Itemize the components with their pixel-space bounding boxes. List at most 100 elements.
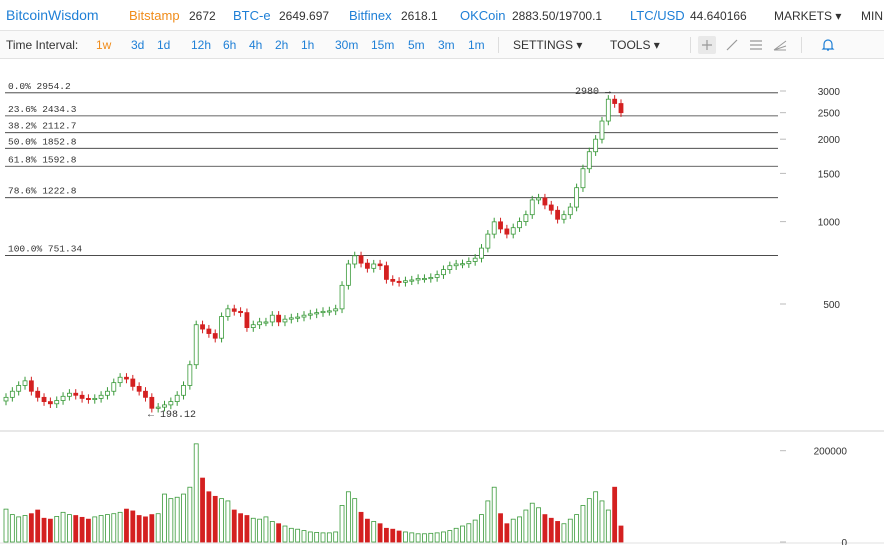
interval-3m[interactable]: 3m (438, 38, 455, 52)
price-tick-label: 3000 (818, 87, 841, 98)
ticker-price-bitfinex: 2618.1 (401, 9, 438, 23)
volume-bar (130, 510, 136, 543)
candle-body (567, 206, 573, 216)
volume-bar (548, 517, 554, 543)
volume-bar (41, 517, 47, 543)
candle-body (371, 263, 377, 269)
volume-bar (244, 515, 250, 543)
candle-body (9, 390, 15, 398)
volume-bar (92, 516, 98, 543)
interval-1d[interactable]: 1d (157, 38, 171, 52)
candle-body (282, 318, 288, 323)
ticker-exchange-bitstamp[interactable]: Bitstamp (129, 8, 180, 23)
volume-bar (561, 523, 567, 543)
fib-label: 100.0% 751.34 (8, 244, 82, 255)
candle-body (149, 396, 155, 409)
candle-body (193, 324, 199, 366)
interval-4h[interactable]: 4h (249, 38, 263, 52)
volume-bar (326, 532, 332, 543)
divider (498, 37, 499, 53)
candle-body (384, 265, 389, 280)
fib-label: 50.0% 1852.8 (8, 136, 77, 147)
candle-body (206, 328, 212, 334)
settings-menu[interactable]: SETTINGS ▾ (513, 38, 583, 52)
candle-body (269, 314, 275, 323)
volume-bar (124, 508, 129, 543)
candle-body (441, 269, 446, 276)
volume-bar (523, 509, 529, 543)
markets-menu[interactable]: MARKETS ▾ (774, 9, 842, 23)
volume-bar (453, 527, 459, 543)
candle-body (428, 277, 434, 280)
price-chart[interactable]: 0.0% 2954.2 23.6% 2434.3 38.2% 2112.7 50.0%… (0, 59, 884, 545)
candle-body (491, 221, 497, 235)
fib-icon[interactable] (747, 36, 765, 54)
volume-bar (320, 532, 326, 543)
candle-body (574, 187, 580, 208)
alert-bell-icon[interactable] (819, 36, 837, 54)
candle-body (409, 279, 415, 282)
candle-body (314, 312, 320, 315)
volume-bar (479, 514, 484, 543)
ticker-exchange-okcoin[interactable]: OKCoin (460, 8, 506, 23)
mining-menu[interactable]: MIN (861, 9, 883, 23)
interval-30m[interactable]: 30m (335, 38, 359, 52)
interval-5m[interactable]: 5m (408, 38, 425, 52)
candle-body (523, 214, 529, 223)
tools-menu[interactable]: TOOLS ▾ (610, 38, 660, 52)
candle-body (79, 394, 85, 399)
interval-3d[interactable]: 3d (131, 38, 145, 52)
candle-body (345, 263, 351, 286)
interval-15m[interactable]: 15m (371, 38, 395, 52)
candle-body (225, 308, 231, 317)
fib-label: 23.6% 2434.3 (8, 104, 77, 115)
candle-body (117, 376, 123, 384)
ticker-price-okcoin: 2883.50/19700.1 (512, 9, 603, 23)
low-annotation: ← 198.12 (148, 410, 196, 421)
interval-1w[interactable]: 1w (96, 38, 112, 52)
candle-body (22, 380, 28, 386)
volume-bar (358, 511, 364, 543)
ray-icon[interactable] (771, 36, 789, 54)
volume-bar (282, 525, 288, 543)
volume-bar (542, 514, 548, 543)
line-icon[interactable] (723, 36, 741, 54)
interval-6h[interactable]: 6h (223, 38, 237, 52)
price-tick-label: 1000 (818, 218, 841, 229)
candle-body (98, 394, 104, 399)
site-logo[interactable]: BitcoinWisdom (6, 7, 99, 23)
volume-bar (498, 513, 503, 543)
candle-body (529, 199, 535, 216)
interval-1h[interactable]: 1h (301, 38, 315, 52)
interval-12h[interactable]: 12h (191, 38, 212, 52)
interval-1m[interactable]: 1m (468, 38, 485, 52)
volume-bar (352, 498, 358, 543)
candle-body (453, 263, 459, 267)
ticker-exchange-ltcusd[interactable]: LTC/USD (630, 8, 685, 23)
volume-bar (472, 519, 478, 543)
volume-bar (567, 518, 573, 543)
volume-bar (612, 486, 618, 543)
volume-bar (485, 500, 491, 543)
volume-bar (517, 516, 522, 543)
volume-bar (231, 509, 237, 543)
ticker-exchange-bitfinex[interactable]: Bitfinex (349, 8, 392, 23)
volume-bar (371, 521, 377, 543)
interval-2h[interactable]: 2h (275, 38, 289, 52)
candle-body (60, 395, 66, 401)
candle-body (593, 138, 599, 153)
candle-body (605, 98, 611, 122)
volume-bar (155, 513, 161, 543)
volume-bar (238, 513, 243, 543)
volume-bar (288, 527, 294, 543)
candle-body (231, 308, 237, 312)
candle-body (326, 310, 332, 313)
ticker-exchange-btce[interactable]: BTC-e (233, 8, 271, 23)
volume-bar (143, 516, 148, 543)
volume-bar (206, 491, 212, 543)
crosshair-icon[interactable] (698, 36, 716, 54)
candle-body (155, 406, 161, 409)
volume-bar (263, 516, 269, 543)
volume-bar (54, 516, 60, 543)
volume-bar (47, 518, 53, 543)
